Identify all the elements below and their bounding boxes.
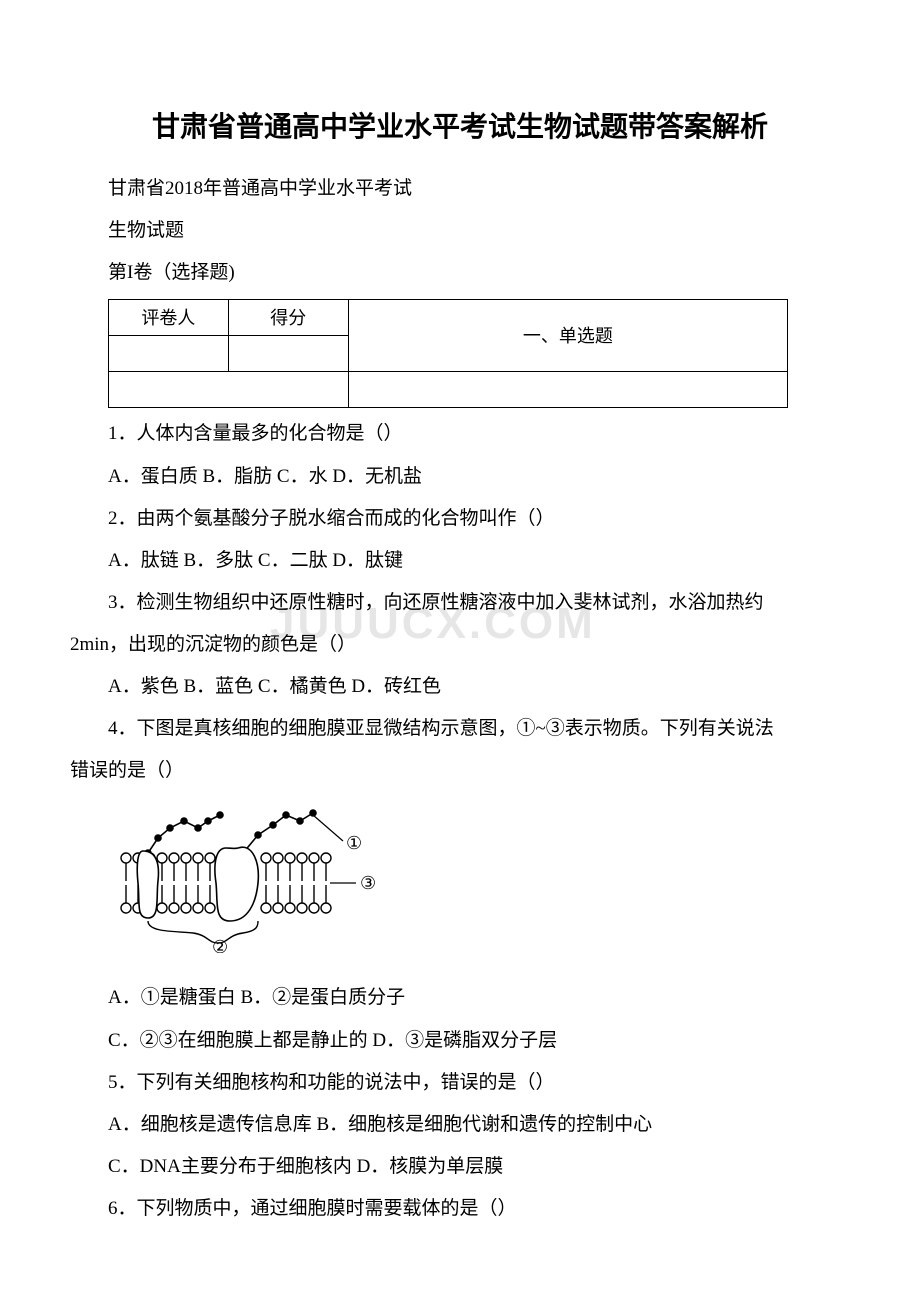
q1-options: A．蛋白质 B．脂肪 C．水 D．无机盐 [70, 459, 850, 495]
q3-stem-b: 2min，出现的沉淀物的颜色是（） [70, 627, 850, 663]
q4-stem-a: 4．下图是真核细胞的细胞膜亚显微结构示意图，①~③表示物质。下列有关说法 [70, 711, 850, 747]
section-label: 第I卷（选择题) [70, 255, 850, 291]
table-cell-grader [109, 336, 229, 372]
diagram-label-2: ② [212, 937, 228, 953]
diagram-label-1: ① [346, 833, 362, 853]
membrane-diagram: ① [108, 803, 850, 966]
q4-options-1: A．①是糖蛋白 B．②是蛋白质分子 [70, 980, 850, 1016]
table-cell-bottom-right [348, 372, 787, 408]
q2-options: A．肽链 B．多肽 C．二肽 D．肽键 [70, 543, 850, 579]
subtitle-subject: 生物试题 [70, 213, 850, 249]
q3-stem-a: 3．检测生物组织中还原性糖时，向还原性糖溶液中加入斐林试剂，水浴加热约 [70, 585, 850, 621]
q4-stem-b: 错误的是（） [70, 753, 850, 789]
q2-stem: 2．由两个氨基酸分子脱水缩合而成的化合物叫作（） [70, 501, 850, 537]
q4-options-2: C．②③在细胞膜上都是静止的 D．③是磷脂双分子层 [70, 1023, 850, 1059]
table-header-grader: 评卷人 [109, 300, 229, 336]
q3-options: A．紫色 B．蓝色 C．橘黄色 D．砖红色 [70, 669, 850, 705]
document-content: 甘肃省普通高中学业水平考试生物试题带答案解析 甘肃省2018年普通高中学业水平考… [70, 100, 850, 1227]
subtitle-year: 甘肃省2018年普通高中学业水平考试 [70, 171, 850, 207]
table-section-heading: 一、单选题 [348, 300, 787, 372]
q5-options-2: C．DNA主要分布于细胞核内 D．核膜为单层膜 [70, 1149, 850, 1185]
q6-stem: 6．下列物质中，通过细胞膜时需要载体的是（） [70, 1191, 850, 1227]
diagram-label-3: ③ [360, 873, 376, 893]
table-cell-score [228, 336, 348, 372]
grade-table: 评卷人 得分 一、单选题 [108, 299, 788, 408]
q5-options-1: A．细胞核是遗传信息库 B．细胞核是细胞代谢和遗传的控制中心 [70, 1107, 850, 1143]
q1-stem: 1．人体内含量最多的化合物是（） [70, 416, 850, 452]
table-header-score: 得分 [228, 300, 348, 336]
table-cell-bottom-left [109, 372, 349, 408]
page-title: 甘肃省普通高中学业水平考试生物试题带答案解析 [70, 100, 850, 153]
q5-stem: 5．下列有关细胞核构和功能的说法中，错误的是（） [70, 1065, 850, 1101]
